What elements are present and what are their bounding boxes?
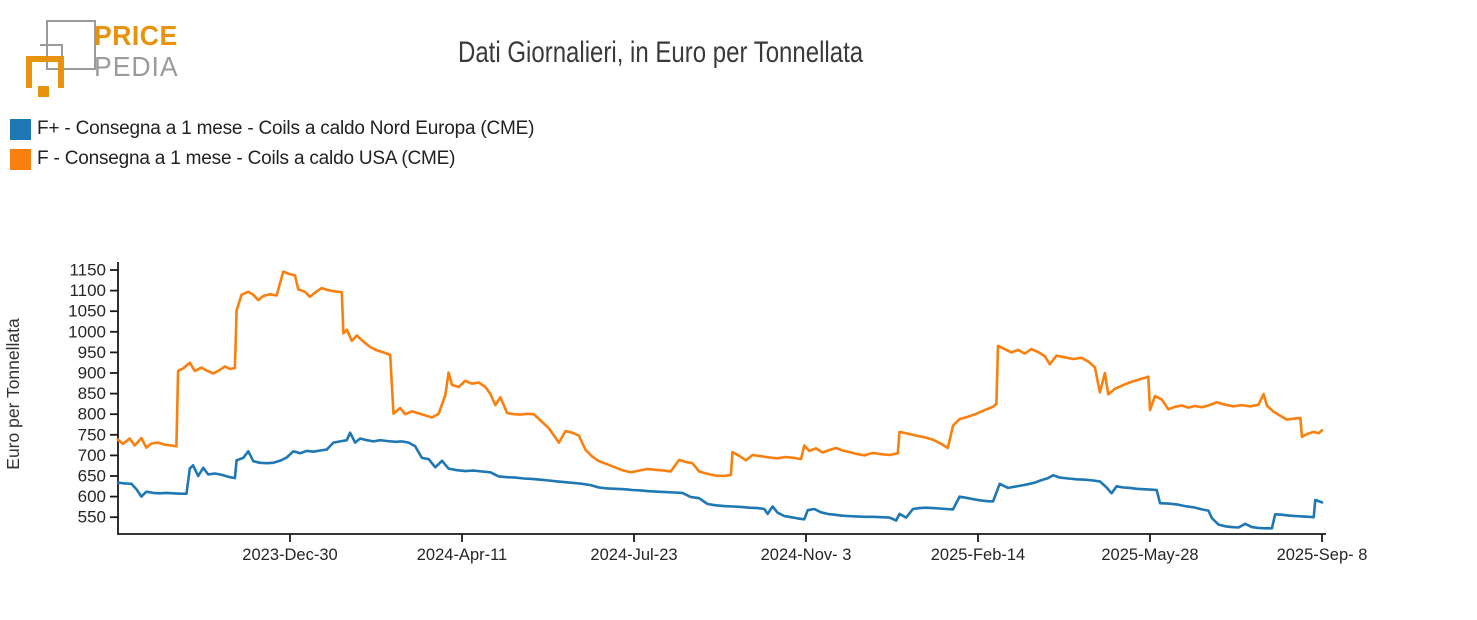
y-tick-label: 900 xyxy=(78,364,106,383)
x-tick-label: 2025-Sep- 8 xyxy=(1277,546,1368,564)
x-tick-label: 2024-Nov- 3 xyxy=(761,546,852,564)
legend-label: F - Consegna a 1 mese - Coils a caldo US… xyxy=(37,148,456,169)
logo-word-pedia: PEDIA xyxy=(94,51,179,82)
axis-spines xyxy=(117,262,1326,535)
pricepedia-logo: PRICE PEDIA xyxy=(12,8,242,100)
y-tick-label: 850 xyxy=(78,384,106,403)
logo-word-price: PRICE xyxy=(94,20,178,51)
y-tick-label: 1000 xyxy=(68,322,106,341)
logo-text: PRICE PEDIA xyxy=(94,22,183,81)
x-tick-label: 2024-Jul-23 xyxy=(590,546,677,564)
y-tick-label: 1100 xyxy=(69,281,106,300)
y-tick-label: 650 xyxy=(78,467,106,486)
logo-orange-corner xyxy=(26,56,64,88)
y-tick-label: 950 xyxy=(78,343,106,362)
legend-swatch-blue xyxy=(10,118,31,140)
y-tick-label: 750 xyxy=(78,425,106,444)
y-tick-label: 550 xyxy=(78,508,106,527)
x-tick-label: 2024-Apr-11 xyxy=(417,546,508,564)
legend-label: F+ - Consegna a 1 mese - Coils a caldo N… xyxy=(37,118,535,139)
series-line-f-plus-nord-europa xyxy=(116,431,1324,530)
y-tick-label: 600 xyxy=(78,487,106,506)
legend: F+ - Consegna a 1 mese - Coils a caldo N… xyxy=(10,118,534,178)
logo-orange-tip xyxy=(38,86,49,97)
y-tick-label: 800 xyxy=(78,405,106,424)
y-tick-label: 1150 xyxy=(69,261,106,280)
y-tick-label: 1050 xyxy=(68,302,106,321)
x-tick-label: 2023-Dec-30 xyxy=(242,546,337,564)
x-tick-label: 2025-Feb-14 xyxy=(931,546,1025,564)
legend-item-f-plus-nord-europa: F+ - Consegna a 1 mese - Coils a caldo N… xyxy=(10,118,534,140)
pricepedia-logo-icon xyxy=(12,8,102,100)
y-axis-label: Euro per Tonnellata xyxy=(3,318,23,470)
legend-swatch-orange xyxy=(10,148,31,170)
x-tick-label: 2025-May-28 xyxy=(1101,546,1198,564)
series-line-f-usa xyxy=(116,270,1324,478)
legend-item-f-usa: F - Consegna a 1 mese - Coils a caldo US… xyxy=(10,148,534,170)
y-tick-label: 700 xyxy=(78,446,106,465)
chart-title: Dati Giornalieri, in Euro per Tonnellata xyxy=(458,36,864,69)
